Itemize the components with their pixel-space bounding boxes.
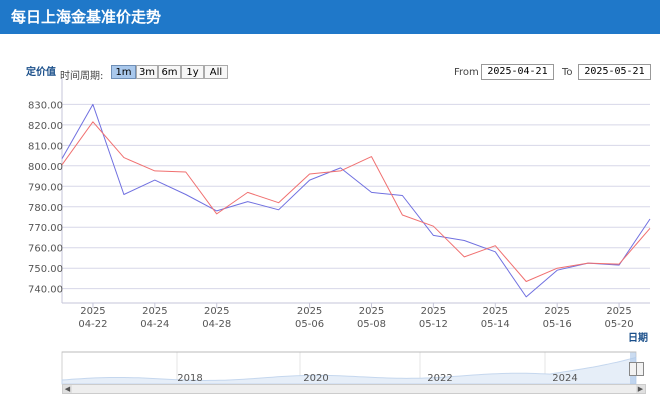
period-label: 时间周期: <box>60 71 104 82</box>
x-tick-year: 2025 <box>80 306 105 317</box>
navigator-right-handle[interactable] <box>636 362 644 376</box>
y-tick-label: 820.00 <box>28 121 63 132</box>
x-tick-year: 2025 <box>142 306 167 317</box>
x-tick-date: 05-08 <box>357 319 386 330</box>
navigator-year-label: 2020 <box>303 373 328 384</box>
navigator-year-label: 2022 <box>427 373 452 384</box>
x-tick-year: 2025 <box>359 306 384 317</box>
grid-lines <box>61 78 650 304</box>
y-tick-label: 830.00 <box>28 100 63 111</box>
x-tick-year: 2025 <box>297 306 322 317</box>
x-tick-year: 2025 <box>544 306 569 317</box>
y-tick-label: 790.00 <box>28 182 63 193</box>
x-axis-title: 日期 <box>628 331 648 344</box>
x-tick-date: 05-16 <box>543 319 572 330</box>
x-tick-labels: 2025 04-22 2025 04-24 2025 04-28 2025 05-06 2025… <box>78 303 634 330</box>
y-tick-label: 800.00 <box>28 162 63 173</box>
x-tick-date: 05-12 <box>419 319 448 330</box>
to-date-input[interactable]: 2025-05-21 <box>578 64 651 80</box>
x-tick-year: 2025 <box>421 306 446 317</box>
range-button-3m[interactable]: 3m <box>136 65 158 79</box>
y-tick-label: 810.00 <box>28 141 63 152</box>
scroll-right-arrow-icon[interactable]: ▶ <box>636 385 645 393</box>
page-title: 每日上海金基准价走势 <box>0 0 660 34</box>
navigator-year-label: 2024 <box>552 373 577 384</box>
y-tick-label: 740.00 <box>28 285 63 296</box>
x-tick-year: 2025 <box>204 306 229 317</box>
from-date-input[interactable]: 2025-04-21 <box>481 64 554 80</box>
y-tick-label: 780.00 <box>28 203 63 214</box>
navigator-scrollbar[interactable]: ◀ ▶ <box>62 384 646 394</box>
x-tick-year: 2025 <box>483 306 508 317</box>
range-button-all[interactable]: All <box>204 65 228 79</box>
series-line-1 <box>61 103 651 298</box>
x-tick-date: 04-28 <box>202 319 231 330</box>
y-tick-labels: 830.00 820.00 810.00 800.00 790.00 780.00 770.… <box>28 100 63 295</box>
x-tick-date: 04-24 <box>140 319 169 330</box>
y-tick-label: 770.00 <box>28 223 63 234</box>
from-label: From <box>454 67 479 78</box>
x-tick-date: 04-22 <box>78 319 107 330</box>
range-button-1m[interactable]: 1m <box>111 65 136 79</box>
series-line-2 <box>61 121 651 282</box>
x-tick-date: 05-14 <box>481 319 510 330</box>
to-label: To <box>562 67 573 78</box>
x-tick-date: 05-20 <box>605 319 634 330</box>
range-button-1y[interactable]: 1y <box>181 65 204 79</box>
navigator-area <box>61 356 637 385</box>
scroll-left-arrow-icon[interactable]: ◀ <box>63 385 72 393</box>
range-button-6m[interactable]: 6m <box>158 65 181 79</box>
y-tick-label: 750.00 <box>28 264 63 275</box>
y-axis-title: 定价值 <box>26 67 56 78</box>
x-tick-year: 2025 <box>606 306 631 317</box>
x-tick-date: 05-06 <box>295 319 324 330</box>
series-lines <box>61 103 651 298</box>
navigator[interactable]: 2018 2020 2022 2024 <box>61 351 637 385</box>
y-tick-label: 760.00 <box>28 244 63 255</box>
navigator-year-label: 2018 <box>177 373 202 384</box>
